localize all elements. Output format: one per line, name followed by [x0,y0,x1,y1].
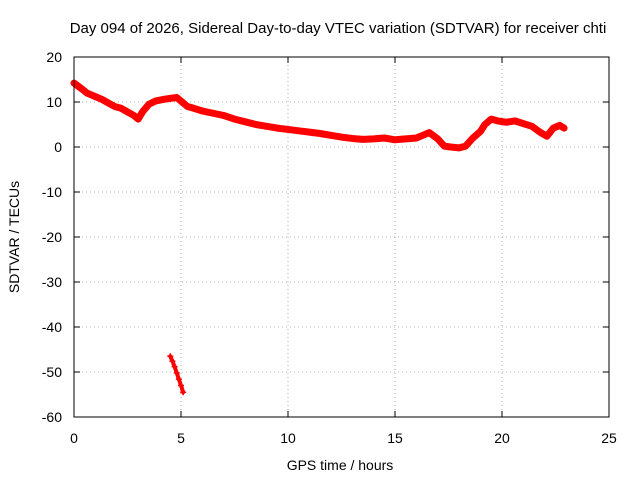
x-tick-label: 5 [177,430,185,446]
data-point [370,135,377,142]
series-outlier-arc [167,353,187,396]
data-point [419,132,426,139]
data-point [83,90,90,96]
data-marks [70,79,568,396]
data-point [178,98,184,105]
data-point [169,358,176,365]
data-point [285,126,291,133]
data-point [210,110,217,117]
data-point [456,144,463,151]
y-tick-label: -50 [42,364,62,380]
chart-title: Day 094 of 2026, Sidereal Day-to-day VTE… [70,20,607,37]
data-point [184,103,191,110]
data-point [494,117,501,124]
data-point [550,125,557,132]
x-axis-label: GPS time / hours [287,457,394,473]
data-point [488,116,495,123]
data-point [503,119,510,126]
data-point [528,123,535,130]
data-point [171,363,178,370]
data-point [180,389,187,396]
y-tick-label: -20 [42,229,62,245]
data-point [327,132,334,139]
data-point [105,99,112,106]
data-point [124,108,131,115]
data-point [359,136,366,143]
data-point [434,135,441,142]
x-tick-label: 0 [70,430,78,446]
data-point [349,135,356,142]
data-point [98,96,105,103]
data-point [413,135,420,141]
y-axis-label: SDTVAR / TECUs [6,181,22,293]
y-tick-label: 0 [54,139,62,155]
grid-lines [74,57,609,417]
data-point [88,91,95,98]
x-tick-label: 15 [387,430,403,446]
data-point [462,143,469,150]
data-point [178,382,184,389]
data-point [469,135,476,142]
data-point [130,112,137,119]
data-point [92,93,99,100]
data-point [392,136,398,143]
data-point [274,125,281,132]
data-point [167,95,174,102]
data-point [220,112,227,119]
data-point [139,108,146,115]
data-point [426,129,433,136]
data-point [561,125,568,132]
tick-labels: 0 5 10 15 20 25 -60 -50 -40 -30 -20 -10 0 10 20 [42,49,617,446]
y-tick-label: 20 [46,49,62,65]
x-tick-label: 20 [494,430,510,446]
data-point [156,97,163,104]
data-point [381,135,388,141]
data-point [441,143,448,150]
data-point [111,103,118,110]
data-point [338,134,345,141]
data-point [447,144,454,150]
data-point [317,130,324,137]
x-tick-label: 10 [280,430,296,446]
data-point [145,101,152,108]
data-point [173,369,180,376]
data-point [306,129,313,136]
data-point [295,127,302,134]
data-point [167,353,174,360]
y-tick-label: -60 [42,409,62,425]
data-point [477,128,484,135]
data-point [402,135,409,142]
data-point [75,83,82,90]
data-point [511,117,518,124]
y-tick-label: -10 [42,184,62,200]
data-point [135,116,142,123]
data-point [537,129,544,136]
y-tick-label: -40 [42,319,62,335]
data-point [79,86,86,93]
data-point [556,122,563,129]
data-point [242,118,249,125]
data-point [263,123,270,130]
data-point [118,105,125,112]
y-tick-label: 10 [46,94,62,110]
data-point [252,121,259,128]
data-point [199,108,206,114]
data-point [173,94,180,101]
data-point [231,116,238,123]
data-point [160,96,167,103]
data-point [190,105,197,112]
data-point [152,98,159,105]
y-tick-label: -30 [42,274,62,290]
series-main-band [70,79,568,152]
data-point [543,133,550,140]
data-point [520,120,527,127]
data-point [175,376,182,383]
x-tick-label: 25 [601,430,617,446]
axis-ticks [73,56,610,418]
data-point [481,121,488,128]
